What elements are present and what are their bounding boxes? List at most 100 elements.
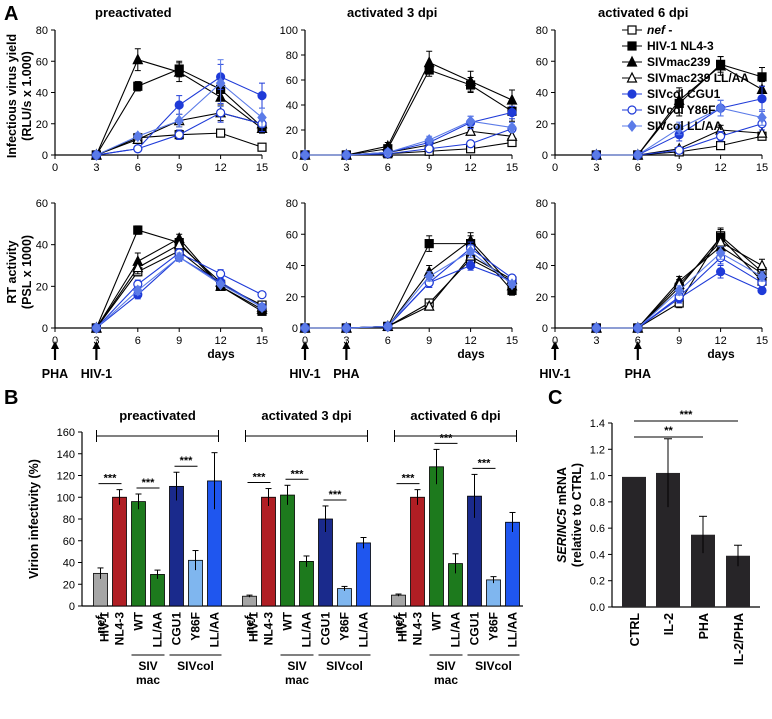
panel-c-bar-chart: 0.0 0.2 0.4 0.6 0.8 1.0 1.2 1.4 SERINC5 mRNA (rel… bbox=[555, 409, 760, 665]
x-tick-label: 6 bbox=[135, 335, 141, 347]
data-point bbox=[215, 77, 226, 90]
y-tick-label: 80 bbox=[63, 514, 75, 526]
panel-a-rt-ylabel-1: RT activity bbox=[5, 240, 19, 303]
y-tick-label: 40 bbox=[286, 261, 298, 273]
data-point bbox=[757, 94, 767, 104]
y-tick-label: 40 bbox=[536, 261, 548, 273]
x-tick-label: 9 bbox=[676, 335, 682, 347]
group-title: activated 3 dpi bbox=[261, 408, 351, 423]
legend-label: SIVmac239 bbox=[647, 55, 711, 69]
data-point bbox=[591, 322, 602, 334]
data-point bbox=[673, 93, 685, 105]
bar-label: IL-2 bbox=[662, 613, 676, 635]
x-tick-label: 3 bbox=[593, 335, 599, 347]
y-tick-label: 60 bbox=[536, 229, 548, 241]
y-tick-label: 0 bbox=[542, 150, 548, 162]
bar bbox=[505, 521, 520, 607]
data-point bbox=[506, 93, 518, 105]
data-point bbox=[674, 122, 684, 135]
bar bbox=[299, 561, 314, 607]
siv-col-label: SIVcol bbox=[475, 659, 512, 673]
x-tick-label: 12 bbox=[214, 162, 226, 174]
bar-label: CGU1 bbox=[468, 612, 482, 646]
bar bbox=[429, 466, 444, 607]
x-tick-label: 12 bbox=[464, 335, 476, 347]
y-tick-label: 80 bbox=[536, 198, 548, 210]
y-tick-label: 20 bbox=[536, 119, 548, 131]
y-tick-label: 0 bbox=[292, 323, 298, 335]
data-point bbox=[506, 129, 518, 141]
y-tick-label: 80 bbox=[36, 25, 48, 37]
bar bbox=[486, 579, 501, 607]
data-point bbox=[383, 146, 393, 159]
data-point bbox=[465, 74, 477, 86]
hiv-group-label: HIV-1 bbox=[98, 612, 112, 642]
bar bbox=[112, 496, 127, 607]
data-point bbox=[424, 134, 434, 146]
y-tick-label: 40 bbox=[36, 88, 48, 100]
data-point bbox=[174, 114, 184, 127]
data-point bbox=[466, 139, 476, 149]
bar bbox=[131, 501, 146, 607]
significance-mark: *** bbox=[142, 477, 156, 489]
x-axis-label-days: days bbox=[207, 347, 235, 361]
y-tick-label: 0.8 bbox=[590, 497, 605, 509]
hiv-group-label: HIV-1 bbox=[396, 612, 410, 642]
x-tick-label: 9 bbox=[676, 162, 682, 174]
legend-marker bbox=[626, 55, 638, 67]
data-point bbox=[633, 322, 643, 334]
y-tick-label: 0.2 bbox=[590, 576, 605, 588]
data-point bbox=[300, 322, 310, 334]
data-point bbox=[341, 322, 352, 334]
data-point bbox=[465, 124, 477, 136]
bar bbox=[261, 496, 276, 607]
data-point bbox=[757, 270, 767, 283]
data-point bbox=[507, 278, 517, 291]
significance-mark: *** bbox=[402, 473, 416, 485]
panel-a-legend: nef - HIV-1 NL4-3 SIVmac239 SIVmac239 LL/AA… bbox=[622, 23, 749, 133]
y-tick-label: 60 bbox=[286, 229, 298, 241]
bar-label: WT bbox=[132, 611, 146, 630]
y-tick-label: 60 bbox=[286, 75, 298, 87]
y-tick-label: 80 bbox=[286, 198, 298, 210]
y-tick-label: 1.4 bbox=[590, 418, 605, 430]
bar-label: LL/AA bbox=[357, 612, 371, 648]
legend-marker bbox=[626, 71, 638, 83]
x-axis-label-days: days bbox=[707, 347, 735, 361]
series-line bbox=[305, 250, 513, 329]
bar bbox=[280, 494, 295, 607]
panel-c-ylabel-2: (relative to CTRL) bbox=[570, 463, 584, 567]
y-tick-label: 1.0 bbox=[590, 471, 605, 483]
significance-mark: *** bbox=[329, 489, 343, 501]
significance-mark: *** bbox=[478, 457, 492, 469]
x-tick-label: 9 bbox=[176, 335, 182, 347]
data-point bbox=[674, 284, 684, 297]
data-point bbox=[383, 320, 393, 333]
significance-mark: *** bbox=[680, 409, 694, 421]
legend-marker bbox=[627, 25, 637, 35]
panel-b-ylabel: Virion infectivity (%) bbox=[27, 459, 41, 579]
bar bbox=[169, 485, 184, 607]
y-tick-label: 40 bbox=[63, 558, 75, 570]
data-point bbox=[257, 142, 267, 152]
data-point bbox=[133, 225, 143, 235]
y-tick-label: 1.2 bbox=[590, 444, 605, 456]
legend-marker bbox=[627, 41, 637, 51]
data-point bbox=[674, 145, 684, 155]
y-tick-label: 80 bbox=[286, 50, 298, 62]
bar-label: NL4-3 bbox=[262, 612, 276, 646]
siv-mac-label: mac bbox=[285, 673, 309, 687]
bar-label: WT bbox=[430, 611, 444, 630]
data-point bbox=[91, 149, 102, 161]
data-point bbox=[424, 239, 434, 249]
treatment-label: HIV-1 bbox=[289, 367, 320, 381]
y-tick-label: 0 bbox=[42, 323, 48, 335]
panel-a-rt-ylabel-2: (PSL x 1000) bbox=[20, 235, 34, 309]
series-line bbox=[305, 120, 513, 156]
data-point bbox=[715, 131, 726, 141]
bar-label: PHA bbox=[697, 613, 711, 639]
x-tick-label: 9 bbox=[426, 162, 432, 174]
data-point bbox=[216, 269, 226, 279]
